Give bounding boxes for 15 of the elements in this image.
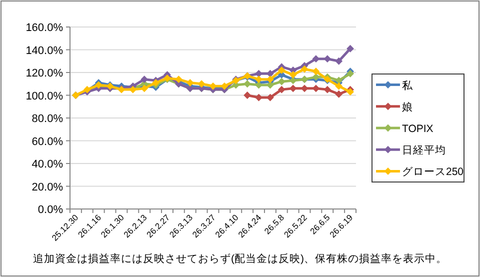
y-tick-label: 140.0% (26, 44, 64, 57)
text: 追加資金は損益率には反映させておらず(配当金は反映)、保有株の損益率を表示中。 (33, 252, 447, 265)
y-tick-label: 40.0% (32, 158, 64, 170)
y-tick-label: 80.0% (32, 113, 64, 125)
y-tick-label: 160.0% (26, 22, 64, 34)
legend-label: 私 (402, 80, 414, 92)
y-tick-label: 0.0% (38, 204, 64, 216)
y-tick-label: 100.0% (26, 90, 64, 102)
y-tick-label: 20.0% (32, 181, 64, 194)
legend-label: グロース250 (402, 166, 464, 178)
legend-label: 娘 (402, 100, 413, 114)
y-tick-label: 60.0% (32, 136, 64, 148)
y-tick-label: 120.0% (26, 68, 64, 80)
legend-label: 日経平均 (402, 144, 446, 157)
legend-label: TOPIX (402, 123, 434, 135)
